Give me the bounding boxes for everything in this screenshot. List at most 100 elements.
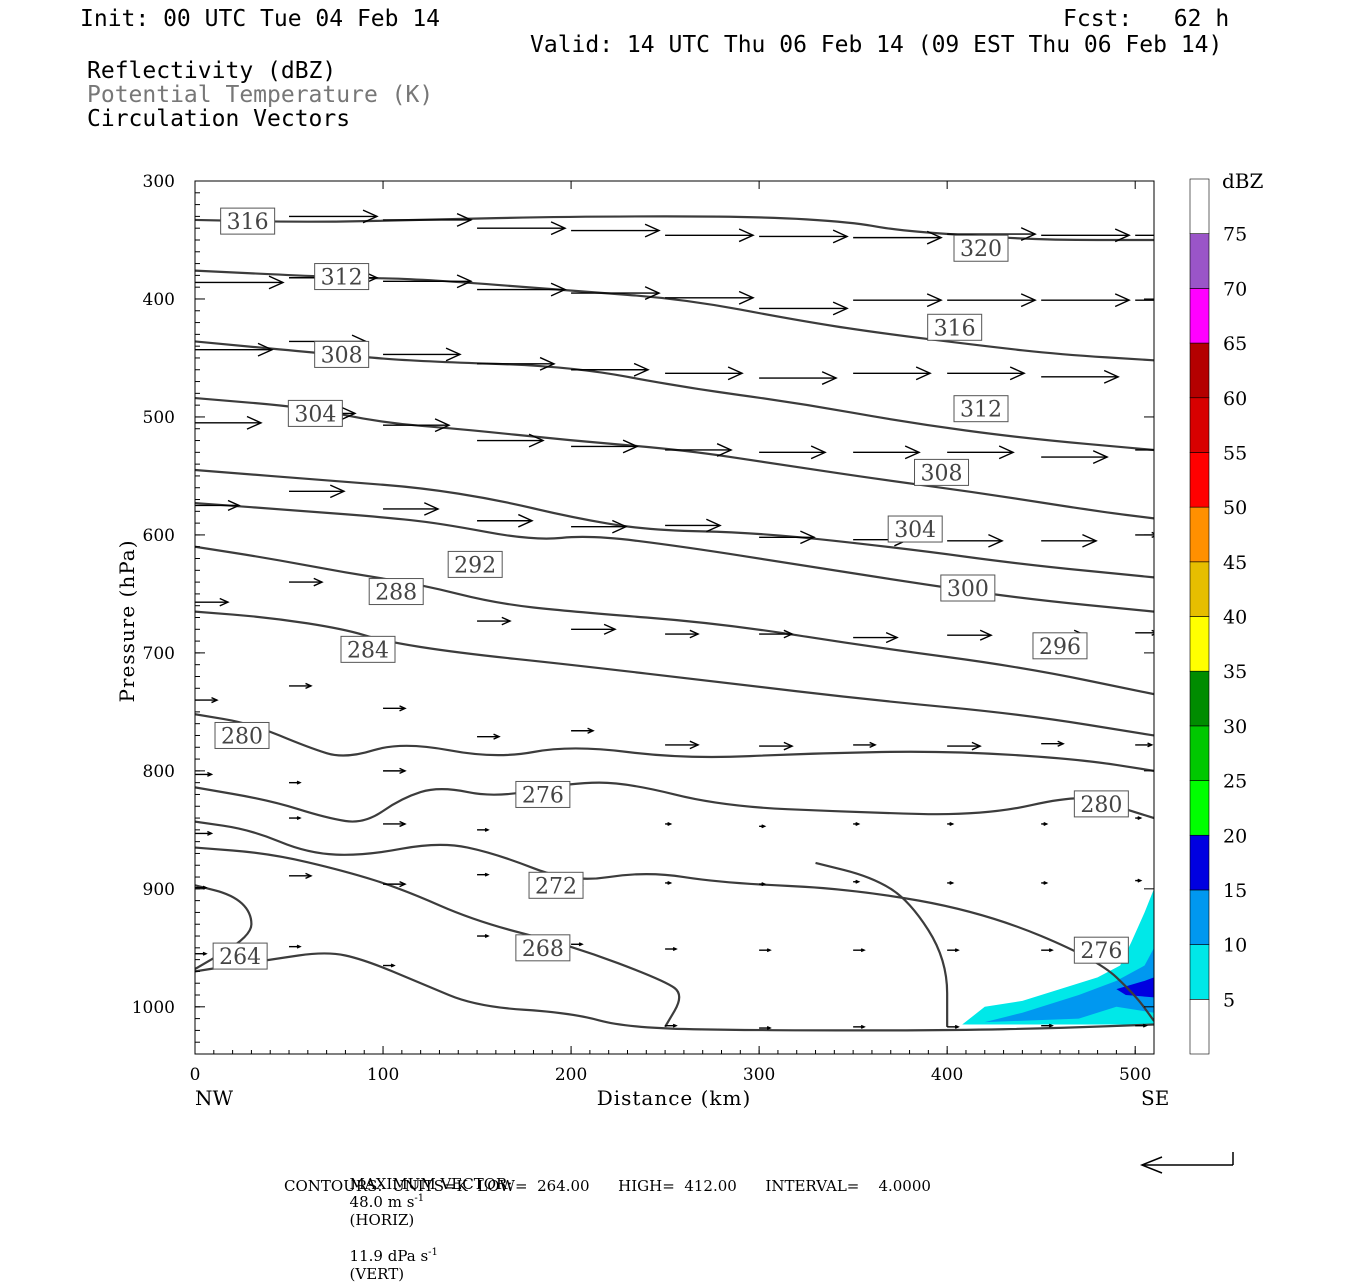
svg-text:300: 300 [947, 577, 989, 602]
svg-text:264: 264 [219, 945, 261, 970]
theta-label: 316 [220, 207, 276, 235]
svg-text:320: 320 [960, 237, 1002, 262]
circulation-vector [947, 533, 1004, 548]
theta-label: 276 [515, 780, 571, 808]
init-time: Init: 00 UTC Tue 04 Feb 14 [80, 6, 441, 32]
colorbar-label: 30 [1223, 716, 1247, 738]
x-left-end-label: NW [195, 1086, 234, 1110]
x-right-end-label: SE [1141, 1086, 1169, 1110]
x-tick-label: 500 [1119, 1065, 1151, 1085]
colorbar-label: 5 [1223, 989, 1235, 1011]
circulation-vector [1041, 228, 1131, 243]
theta-label: 272 [528, 871, 584, 899]
circulation-vector [195, 342, 274, 357]
circulation-vector [289, 682, 313, 690]
y-tick-label: 800 [143, 762, 175, 782]
circulation-vector [1041, 450, 1109, 464]
colorbar-label: 20 [1223, 825, 1247, 847]
circulation-vector [477, 433, 545, 448]
circulation-vector [289, 484, 346, 499]
theta-label: 308 [914, 458, 970, 486]
theta-label: 288 [368, 578, 424, 606]
svg-text:312: 312 [960, 398, 1002, 423]
circulation-vector [383, 274, 473, 289]
circulation-vector [1041, 1023, 1054, 1028]
circulation-vector [289, 209, 379, 224]
circulation-vector [853, 293, 943, 308]
circulation-vector [665, 1023, 678, 1028]
circulation-vector [947, 880, 955, 885]
circulation-vector [665, 740, 700, 750]
circulation-vector [665, 947, 678, 951]
circulation-vector [289, 577, 324, 587]
colorbar-label: 60 [1223, 388, 1247, 410]
circulation-vector [383, 881, 407, 888]
circulation-vector [759, 229, 849, 244]
circulation-vector [947, 293, 1037, 308]
theta-label: 268 [515, 934, 571, 962]
theta-contour [195, 468, 1154, 579]
theta-label: 284 [340, 635, 396, 663]
vert-exponent: -1 [428, 1247, 438, 1258]
field-reflectivity: Reflectivity (dBZ) [87, 58, 337, 84]
circulation-vector [853, 879, 861, 884]
y-tick-label: 300 [143, 172, 175, 192]
vert-tag: (VERT) [349, 1265, 405, 1283]
theta-contour [195, 713, 1154, 772]
colorbar-swatch [1189, 616, 1210, 672]
theta-contour [195, 501, 1154, 613]
circulation-vector [383, 963, 396, 968]
circulation-vector [1135, 816, 1143, 821]
theta-label: 320 [953, 234, 1009, 262]
theta-contour [195, 215, 1154, 242]
circulation-vector [853, 631, 899, 644]
reflectivity-area [1116, 977, 1154, 998]
circulation-vector [477, 733, 501, 740]
colorbar-label: 15 [1223, 880, 1247, 902]
circulation-vector [1041, 740, 1065, 747]
circulation-vector [571, 519, 628, 534]
circulation-vector [853, 366, 932, 381]
max-vector-label: MAXIMUM VECTOR: [349, 1175, 513, 1193]
svg-text:296: 296 [1039, 635, 1081, 660]
circulation-vector [1041, 948, 1054, 953]
circulation-vector [383, 820, 407, 828]
svg-text:292: 292 [454, 553, 496, 578]
colorbar-label: 65 [1223, 333, 1247, 355]
circulation-vector [759, 301, 849, 316]
svg-text:276: 276 [522, 783, 564, 808]
svg-text:280: 280 [221, 724, 263, 749]
circulation-vector [477, 872, 490, 877]
svg-text:272: 272 [535, 874, 577, 899]
theta-contour [195, 610, 1154, 737]
svg-text:276: 276 [1080, 939, 1122, 964]
circulation-vector [853, 230, 943, 245]
circulation-vector [759, 1026, 772, 1031]
circulation-vector [571, 223, 661, 238]
horiz-tag: (HORIZ) [349, 1211, 415, 1229]
circulation-vector [477, 221, 567, 236]
circulation-vector [477, 356, 556, 371]
svg-text:308: 308 [921, 461, 963, 486]
circulation-vector [195, 830, 214, 836]
circulation-vector [1135, 742, 1154, 748]
circulation-vector [1041, 293, 1131, 308]
circulation-vector [759, 530, 816, 545]
colorbar-swatch [1189, 999, 1210, 1055]
circulation-vector [195, 415, 263, 430]
theta-label: 264 [212, 942, 268, 970]
max-horiz-value: 48.0 m s [349, 1193, 415, 1211]
circulation-vector [289, 816, 302, 821]
x-axis-title: Distance (km) [597, 1086, 752, 1110]
theta-contour [815, 861, 949, 1027]
forecast-hour: Fcst: 62 h [1063, 6, 1230, 32]
circulation-vector [383, 418, 451, 433]
reference-vector-icon [1139, 1152, 1234, 1174]
circulation-vector [289, 872, 313, 879]
colorbar-swatch [1189, 397, 1210, 453]
circulation-vector [665, 290, 755, 305]
circulation-vector [1135, 1023, 1148, 1028]
colorbar-swatch [1189, 561, 1210, 617]
circulation-vector [383, 347, 462, 362]
theta-label: 280 [214, 721, 270, 749]
